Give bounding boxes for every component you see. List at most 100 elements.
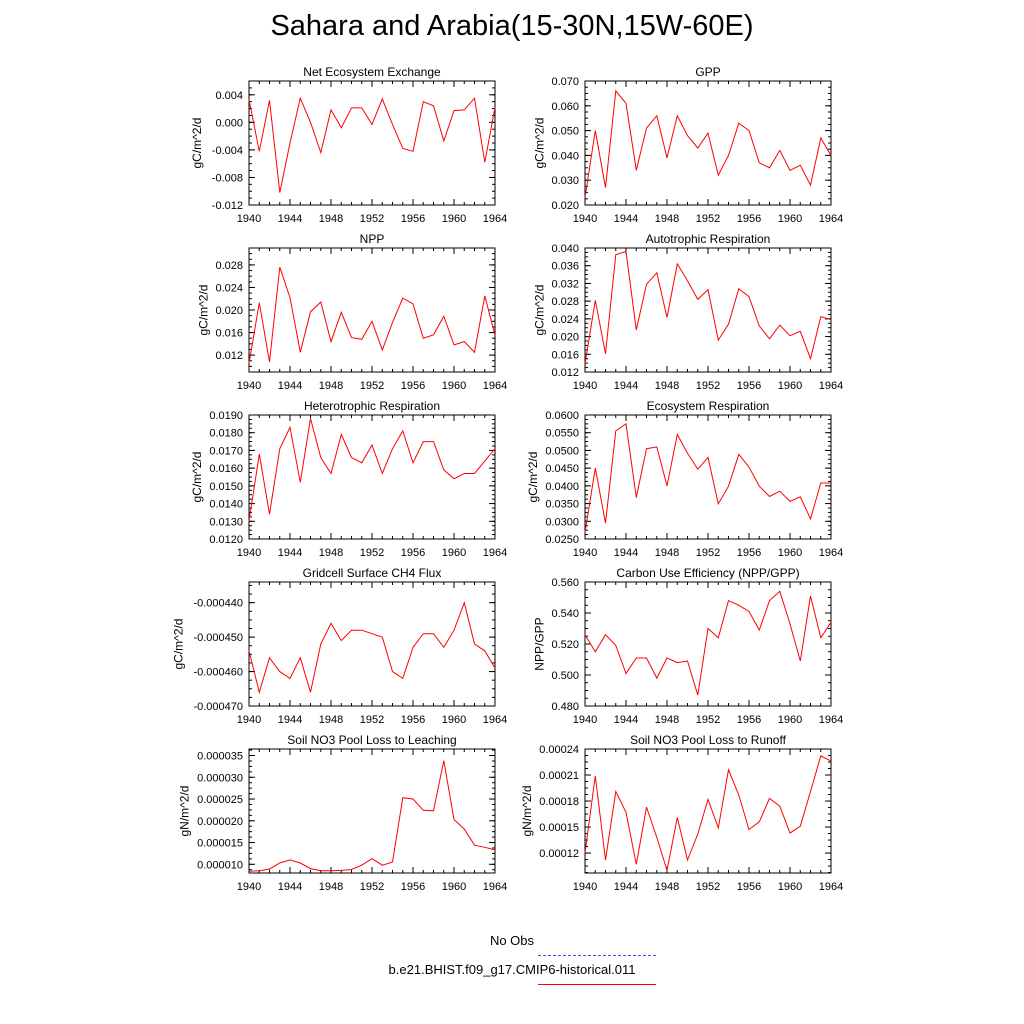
y-tick-label: 0.00021	[539, 770, 579, 782]
y-tick-label: 0.0140	[209, 499, 243, 511]
x-tick-label: 1956	[737, 881, 761, 893]
y-axis-label: gC/m^2/d	[533, 285, 547, 336]
x-tick-label: 1940	[237, 881, 261, 893]
y-axis-label: gC/m^2/d	[190, 452, 204, 503]
x-tick-label: 1964	[819, 547, 843, 559]
y-tick-label: -0.004	[212, 145, 243, 157]
series-line	[584, 423, 831, 533]
x-tick-label: 1952	[696, 881, 720, 893]
y-tick-label: -0.008	[212, 172, 243, 184]
x-tick-label: 1956	[737, 714, 761, 726]
y-tick-label: 0.0350	[545, 499, 579, 511]
y-tick-label: 0.000025	[197, 794, 243, 806]
x-tick-label: 1944	[278, 547, 302, 559]
series-line	[584, 590, 832, 696]
x-tick-label: 1940	[237, 380, 261, 392]
figure-title: Sahara and Arabia(15-30N,15W-60E)	[270, 10, 754, 42]
x-tick-label: 1940	[573, 547, 597, 559]
y-tick-label: 0.0120	[209, 534, 243, 546]
y-tick-label: 0.028	[551, 296, 579, 308]
plot-frame	[248, 748, 496, 874]
x-tick-label: 1940	[237, 547, 261, 559]
x-tick-label: 1960	[778, 881, 802, 893]
panel-9: Soil NO3 Pool Loss to Leaching 1940 1944 19…	[178, 733, 508, 893]
y-tick-label: 0.0250	[545, 534, 579, 546]
y-tick-label: 0.016	[551, 349, 579, 361]
y-tick-label: 0.032	[551, 278, 579, 290]
plot-frame	[584, 247, 832, 373]
x-tick-label: 1948	[655, 547, 679, 559]
plot-frame	[584, 581, 832, 707]
y-axis-label: gN/m^2/d	[178, 786, 192, 837]
x-tick-label: 1960	[442, 213, 466, 225]
y-tick-label: 0.012	[215, 350, 243, 362]
x-tick-label: 1940	[573, 213, 597, 225]
y-tick-label: 0.050	[551, 126, 579, 138]
y-tick-label: -0.000450	[193, 632, 243, 644]
y-tick-label: 0.012	[551, 367, 579, 379]
x-tick-label: 1948	[655, 881, 679, 893]
x-tick-label: 1956	[401, 547, 425, 559]
x-tick-label: 1960	[442, 547, 466, 559]
x-tick-label: 1956	[737, 547, 761, 559]
y-tick-label: 0.040	[551, 243, 579, 255]
y-tick-label: 0.000035	[197, 751, 243, 763]
series-line	[584, 250, 832, 365]
panel-1: Net Ecosystem Exchange 1940 1944 1948 1952 19…	[190, 65, 507, 225]
x-tick-label: 1960	[778, 547, 802, 559]
y-tick-label: 0.480	[551, 701, 579, 713]
y-tick-label: -0.000470	[193, 701, 243, 713]
x-tick-label: 1956	[401, 380, 425, 392]
panel-5: Heterotrophic Respiration 1940 1944 1948 195…	[190, 399, 507, 559]
y-tick-label: -0.000440	[193, 598, 243, 610]
y-tick-label: 0.0130	[209, 516, 243, 528]
panel-3: NPP 1940 1944 1948 1952 1956 1960 1964 0.012 0.01…	[197, 232, 508, 392]
x-tick-label: 1940	[237, 714, 261, 726]
y-axis-label: NPP/GPP	[533, 617, 547, 670]
y-tick-label: 0.00012	[539, 848, 579, 860]
plot-frame	[248, 80, 496, 206]
x-tick-label: 1956	[401, 714, 425, 726]
series-line	[248, 267, 496, 364]
x-tick-label: 1952	[696, 547, 720, 559]
x-tick-label: 1948	[319, 881, 343, 893]
y-tick-label: 0.540	[551, 608, 579, 620]
y-tick-label: 0.0180	[209, 428, 243, 440]
y-tick-label: 0.004	[215, 90, 243, 102]
x-tick-label: 1944	[614, 714, 638, 726]
x-tick-label: 1944	[614, 547, 638, 559]
x-tick-label: 1956	[401, 213, 425, 225]
y-axis-label: gC/m^2/d	[171, 619, 185, 670]
x-tick-label: 1956	[401, 881, 425, 893]
x-tick-label: 1964	[483, 380, 507, 392]
y-axis-label: gC/m^2/d	[533, 118, 547, 169]
x-tick-label: 1964	[483, 547, 507, 559]
x-tick-label: 1960	[442, 380, 466, 392]
panel-10: Soil NO3 Pool Loss to Runoff 1940 1944 1948…	[520, 733, 843, 893]
series-line	[248, 96, 496, 193]
y-axis-label: gC/m^2/d	[197, 285, 211, 336]
panel-title: Carbon Use Efficiency (NPP/GPP)	[616, 566, 799, 580]
y-tick-label: 0.000030	[197, 772, 243, 784]
x-tick-label: 1964	[819, 213, 843, 225]
x-tick-label: 1948	[319, 714, 343, 726]
y-axis-label: gC/m^2/d	[190, 118, 204, 169]
panel-title: GPP	[695, 65, 720, 79]
x-tick-label: 1948	[655, 380, 679, 392]
x-tick-label: 1940	[573, 380, 597, 392]
x-tick-label: 1960	[778, 213, 802, 225]
y-tick-label: 0.000015	[197, 838, 243, 850]
x-tick-label: 1948	[319, 213, 343, 225]
y-tick-label: 0.560	[551, 577, 579, 589]
legend-entry-obs-line	[538, 955, 656, 956]
x-tick-label: 1944	[614, 881, 638, 893]
y-tick-label: 0.020	[551, 200, 579, 212]
x-tick-label: 1940	[237, 213, 261, 225]
x-tick-label: 1952	[696, 380, 720, 392]
y-tick-label: 0.016	[215, 328, 243, 340]
legend-entry-obs-label: No Obs	[489, 933, 535, 948]
y-tick-label: 0.000020	[197, 816, 243, 828]
x-tick-label: 1952	[696, 714, 720, 726]
plot-frame	[248, 581, 496, 707]
y-tick-label: 0.0500	[545, 445, 579, 457]
